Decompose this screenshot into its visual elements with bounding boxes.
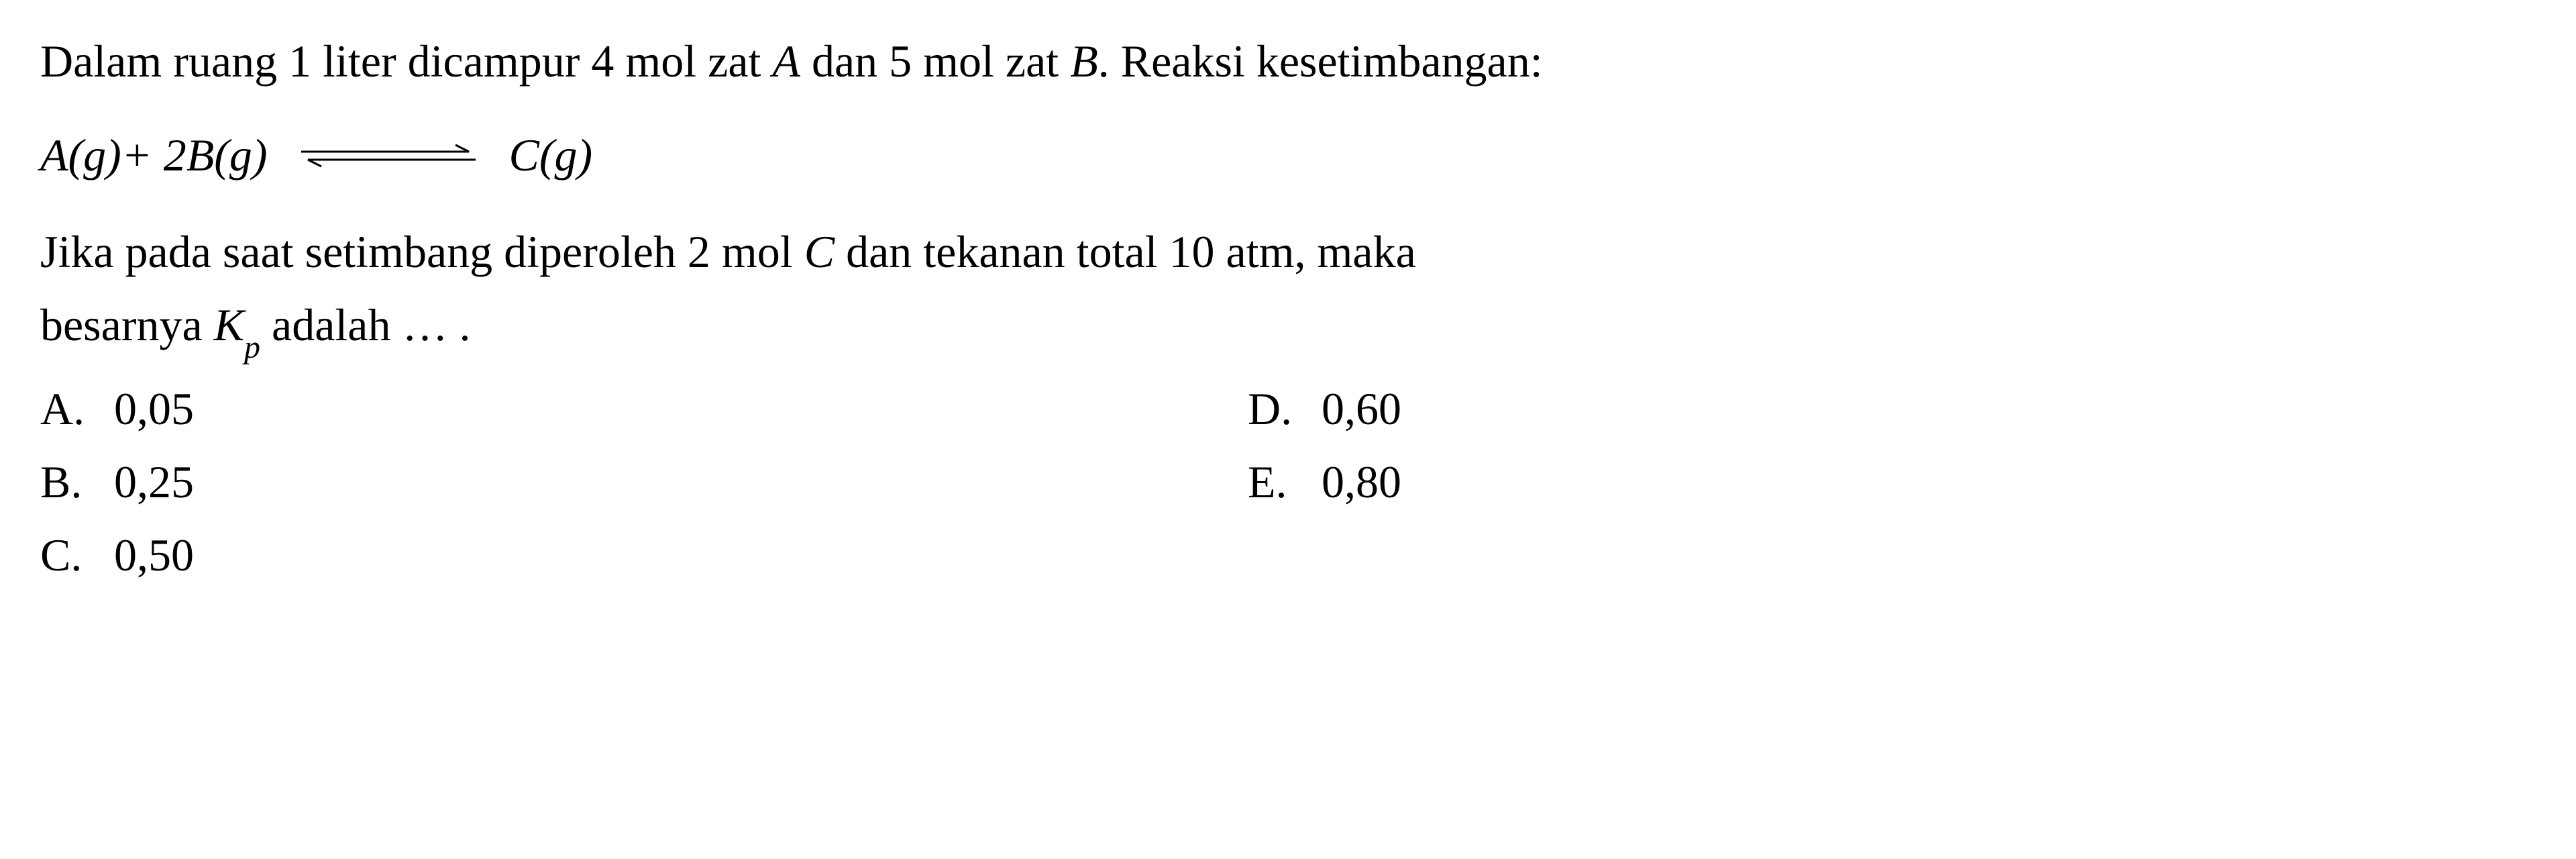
followup-text-1: Jika pada saat setimbang diperoleh 2 mol [40, 226, 804, 277]
option-d-value: 0,60 [1322, 372, 1401, 446]
chemical-equation: A(g) + 2 B(g) C(g) [40, 129, 2536, 182]
equation-lhs-a: A(g) [40, 129, 121, 182]
answer-options: A. 0,05 B. 0,25 C. 0,50 D. 0,60 E. 0,80 [40, 372, 2536, 591]
followup-text-2: dan tekanan total 10 atm, maka [835, 226, 1416, 277]
followup-line-1: Jika pada saat setimbang diperoleh 2 mol… [40, 215, 2536, 289]
option-a-letter: A. [40, 372, 114, 446]
option-e-value: 0,80 [1322, 446, 1401, 519]
intro-text-3: . Reaksi kesetimbangan: [1098, 36, 1543, 87]
options-column-right: D. 0,60 E. 0,80 [1248, 372, 2536, 591]
equilibrium-arrow-icon [294, 142, 482, 169]
option-b-value: 0,25 [114, 446, 194, 519]
equation-plus: + 2 [121, 129, 186, 182]
variable-a: A [772, 36, 800, 87]
subscript-p: p [244, 330, 260, 365]
followup-line-2: besarnya Kp adalah … . [40, 289, 2536, 366]
followup-line2-text-2: adalah … . [260, 299, 470, 350]
followup-line2-text-1: besarnya [40, 299, 214, 350]
option-d-letter: D. [1248, 372, 1322, 446]
followup-text: Jika pada saat setimbang diperoleh 2 mol… [40, 215, 2536, 366]
intro-text-1: Dalam ruang 1 liter dicampur 4 mol zat [40, 36, 772, 87]
option-b: B. 0,25 [40, 446, 1248, 519]
intro-text-2: dan 5 mol zat [800, 36, 1070, 87]
question-intro: Dalam ruang 1 liter dicampur 4 mol zat A… [40, 27, 2536, 95]
option-c-value: 0,50 [114, 519, 194, 592]
variable-b: B [1070, 36, 1098, 87]
option-a: A. 0,05 [40, 372, 1248, 446]
equation-rhs-c: C(g) [509, 129, 593, 182]
option-c: C. 0,50 [40, 519, 1248, 592]
variable-k: K [214, 299, 244, 350]
option-a-value: 0,05 [114, 372, 194, 446]
option-e: E. 0,80 [1248, 446, 2536, 519]
option-b-letter: B. [40, 446, 114, 519]
variable-c: C [804, 226, 835, 277]
equation-lhs-b: B(g) [186, 129, 268, 182]
options-column-left: A. 0,05 B. 0,25 C. 0,50 [40, 372, 1248, 591]
option-c-letter: C. [40, 519, 114, 592]
option-e-letter: E. [1248, 446, 1322, 519]
option-d: D. 0,60 [1248, 372, 2536, 446]
